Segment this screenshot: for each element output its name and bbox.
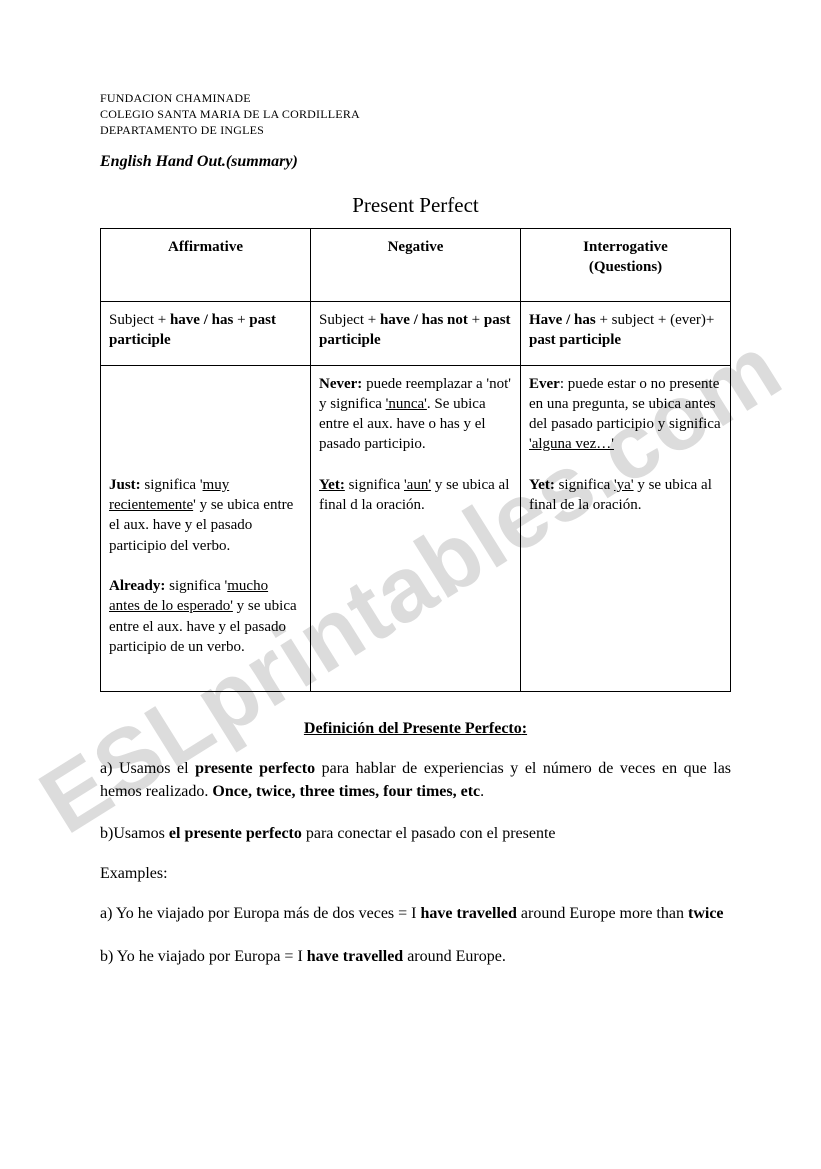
text: para conectar el pasado con el presente xyxy=(302,825,556,842)
text: around Europe more than xyxy=(517,905,688,922)
text-underline: 'ya' xyxy=(614,477,634,493)
interrogative-sublabel: (Questions) xyxy=(589,259,662,275)
text: + subject + (ever)+ xyxy=(596,312,715,328)
negative-formula: Subject + have / has not + past particip… xyxy=(311,302,521,366)
interrogative-notes: Ever: puede estar o no presente en una p… xyxy=(521,365,731,692)
definition-heading: Definición del Presente Perfecto: xyxy=(100,720,731,738)
text-bold: have / has xyxy=(170,312,233,328)
letterhead-line-2: COLEGIO SANTA MARIA DE LA CORDILLERA xyxy=(100,106,731,122)
text: Subject + xyxy=(319,312,380,328)
table-notes-row: Just: significa 'muy recientemente' y se… xyxy=(101,365,731,692)
text-bold: have travelled xyxy=(421,905,517,922)
text: b) Yo he viajado por Europa = I xyxy=(100,948,307,965)
example-b: b) Yo he viajado por Europa = I have tra… xyxy=(100,946,731,968)
text: significa xyxy=(555,477,614,493)
text-bold: Once, twice, three times, four times, et… xyxy=(212,783,480,800)
letterhead-line-3: DEPARTAMENTO DE INGLES xyxy=(100,122,731,138)
interrogative-label: Interrogative xyxy=(583,239,668,255)
text-bold: el presente perfecto xyxy=(169,825,302,842)
page-title: Present Perfect xyxy=(100,193,731,218)
definition-b: b)Usamos el presente perfecto para conec… xyxy=(100,823,731,845)
text: significa xyxy=(345,477,404,493)
definition-heading-text: Definición del Presente Perfecto xyxy=(304,720,522,737)
letterhead: FUNDACION CHAMINADE COLEGIO SANTA MARIA … xyxy=(100,90,731,139)
just-label: Just: xyxy=(109,477,141,493)
text-underline: 'aun' xyxy=(404,477,431,493)
text: a) Usamos el xyxy=(100,760,195,777)
example-a: a) Yo he viajado por Europa más de dos v… xyxy=(100,903,731,925)
table-header-row: Affirmative Negative Interrogative (Ques… xyxy=(101,228,731,302)
text-bold: have / has not xyxy=(380,312,468,328)
col-header-negative: Negative xyxy=(311,228,521,302)
definition-a: a) Usamos el presente perfecto para habl… xyxy=(100,758,731,803)
text-bold: presente perfecto xyxy=(195,760,315,777)
text: b)Usamos xyxy=(100,825,169,842)
text-bold: have travelled xyxy=(307,948,403,965)
text: + xyxy=(233,312,249,328)
affirmative-notes: Just: significa 'muy recientemente' y se… xyxy=(101,365,311,692)
text-underline: 'alguna vez…' xyxy=(529,436,614,452)
interrogative-formula: Have / has + subject + (ever)+ past part… xyxy=(521,302,731,366)
text: significa ' xyxy=(141,477,203,493)
text-bold: twice xyxy=(688,905,724,922)
examples-label: Examples: xyxy=(100,865,731,883)
never-label: Never: xyxy=(319,376,362,392)
ever-label: Ever xyxy=(529,376,560,392)
yet-label: Yet: xyxy=(529,477,555,493)
text: around Europe. xyxy=(403,948,506,965)
col-header-interrogative: Interrogative (Questions) xyxy=(521,228,731,302)
col-header-affirmative: Affirmative xyxy=(101,228,311,302)
text: significa ' xyxy=(165,578,227,594)
letterhead-line-1: FUNDACION CHAMINADE xyxy=(100,90,731,106)
text-bold: past participle xyxy=(529,332,621,348)
text: Subject + xyxy=(109,312,170,328)
text: . xyxy=(480,783,484,800)
handout-title: English Hand Out.(summary) xyxy=(100,153,731,171)
text-underline: 'nunca' xyxy=(386,396,427,412)
text: a) Yo he viajado por Europa más de dos v… xyxy=(100,905,421,922)
affirmative-formula: Subject + have / has + past participle xyxy=(101,302,311,366)
already-label: Already: xyxy=(109,578,165,594)
colon: : xyxy=(522,720,527,737)
document-page: FUNDACION CHAMINADE COLEGIO SANTA MARIA … xyxy=(0,0,821,1044)
grammar-table: Affirmative Negative Interrogative (Ques… xyxy=(100,228,731,693)
text-bold: Have / has xyxy=(529,312,596,328)
yet-label: Yet: xyxy=(319,477,345,493)
text: + xyxy=(468,312,484,328)
negative-notes: Never: puede reemplazar a 'not' y signif… xyxy=(311,365,521,692)
table-formula-row: Subject + have / has + past participle S… xyxy=(101,302,731,366)
